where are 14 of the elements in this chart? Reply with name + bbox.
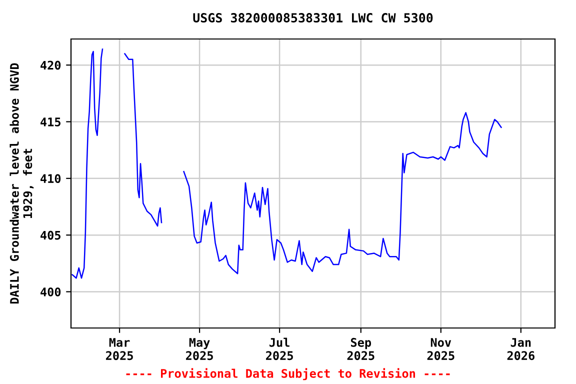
- x-tick-label: Jul 2025: [266, 338, 293, 360]
- chart-title: USGS 382000085383301 LWC CW 5300: [193, 13, 433, 23]
- y-tick-label: 410: [40, 174, 61, 184]
- x-tick-label: Mar 2025: [106, 338, 133, 360]
- y-tick-label: 415: [40, 118, 60, 126]
- y-tick-label: 420: [40, 60, 61, 70]
- x-tick-label: Sep 2025: [347, 338, 374, 360]
- y-axis-title: DAILY Groundwater level above NGVD 1929, feet: [10, 63, 34, 304]
- y-tick-label: 400: [40, 287, 61, 296]
- x-tick-label: May 2025: [186, 338, 213, 360]
- x-tick-label: Jan 2026: [507, 338, 534, 360]
- text: ---- Provisional Data Subject to Revision ----: [126, 368, 450, 380]
- y-tick-label: 405: [40, 230, 60, 240]
- x-tick-label: Nov 2025: [427, 338, 454, 360]
